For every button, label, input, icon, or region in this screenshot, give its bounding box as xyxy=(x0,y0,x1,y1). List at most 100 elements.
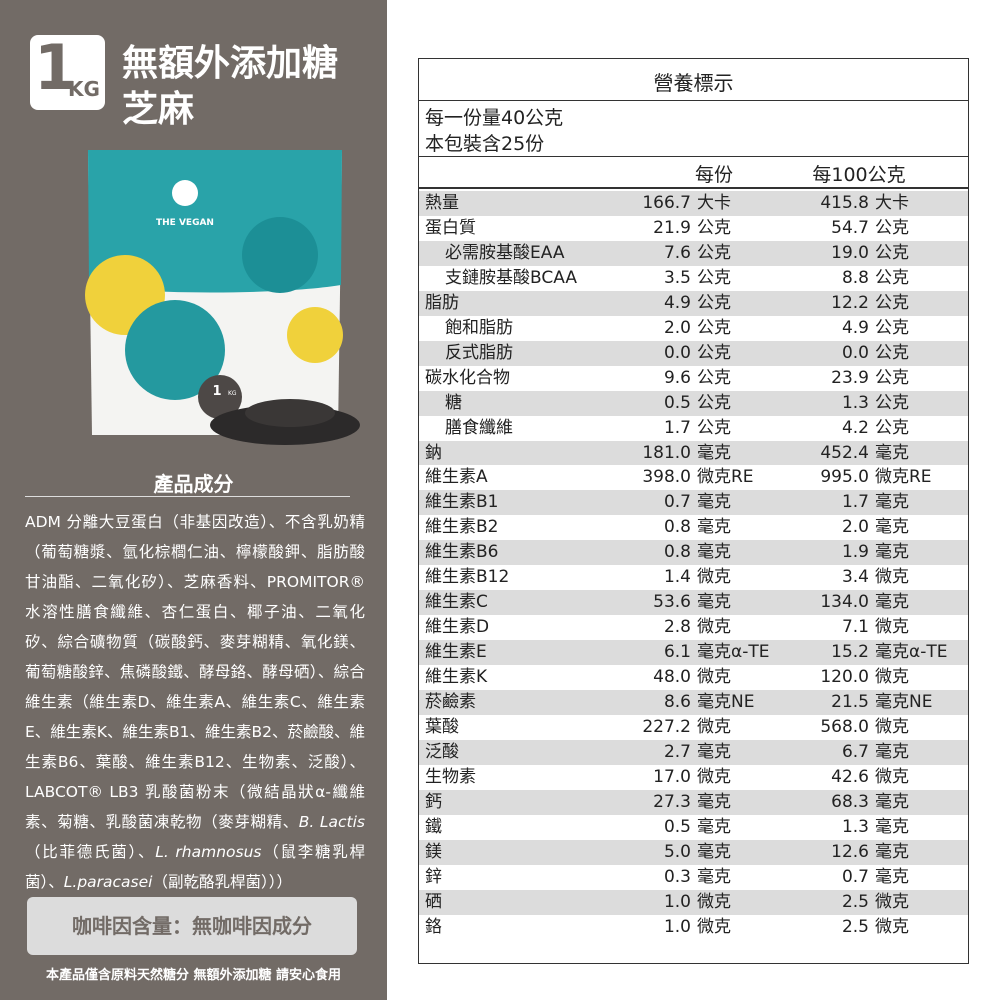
per-100g: 1.7 xyxy=(841,492,869,513)
unit: 公克 xyxy=(697,317,731,338)
nutrient-name: 飽和脂肪 xyxy=(445,317,513,338)
unit: 公克 xyxy=(875,242,909,263)
badge-number: 1 xyxy=(34,31,78,104)
unit: 毫克 xyxy=(875,791,909,812)
per-100g: 995.0 xyxy=(820,467,869,488)
unit: 公克 xyxy=(875,417,909,438)
unit: 微克 xyxy=(875,916,909,937)
nutrient-row: 支鏈胺基酸BCAA 3.5 公克 8.8 公克 xyxy=(419,265,968,291)
logo xyxy=(172,180,198,206)
per-100g: 8.8 xyxy=(841,267,869,288)
title-line: 無額外添加糖 xyxy=(122,43,339,84)
nutrient-name: 維生素B12 xyxy=(425,567,510,588)
per-100g: 4.2 xyxy=(841,417,869,438)
per-100g: 0.7 xyxy=(841,866,869,887)
per-serving: 1.0 xyxy=(663,916,691,937)
nutrient-row: 硒 1.0 微克 2.5 微克 xyxy=(419,889,968,915)
nutrient-row: 必需胺基酸EAA 7.6 公克 19.0 公克 xyxy=(419,240,968,266)
nutrient-name: 維生素B6 xyxy=(425,542,499,563)
serving: 每一份量40公克 xyxy=(425,107,564,129)
per-100g: 42.6 xyxy=(831,766,869,787)
ingredient-segment: L.paracasei xyxy=(63,873,153,891)
unit: 公克 xyxy=(697,392,731,413)
nutrient-row: 飽和脂肪 2.0 公克 4.9 公克 xyxy=(419,315,968,341)
per-100g: 15.2 xyxy=(831,642,869,663)
unit: 公克 xyxy=(875,292,909,313)
per-serving: 3.5 xyxy=(663,267,691,288)
nutrient-name: 鈣 xyxy=(425,791,442,812)
nutrient-row: 維生素K 48.0 微克 120.0 微克 xyxy=(419,665,968,691)
unit: 毫克 xyxy=(697,741,731,762)
per-100g: 134.0 xyxy=(820,592,869,613)
sesame xyxy=(245,399,335,427)
per-100g: 120.0 xyxy=(820,667,869,688)
nutrient-name: 生物素 xyxy=(425,766,476,787)
nutrient-name: 支鏈胺基酸BCAA xyxy=(445,267,577,288)
brand: THE VEGAN xyxy=(156,218,214,228)
per-serving: 4.9 xyxy=(663,292,691,313)
unit: 公克 xyxy=(875,367,909,388)
nutrient-name: 膳食纖維 xyxy=(445,417,513,438)
ingredient-segment: B. Lactis xyxy=(298,813,365,831)
bag-badge-number: 1 xyxy=(212,384,221,399)
nutrient-row: 維生素A 398.0 微克RE 995.0 微克RE xyxy=(419,465,968,491)
unit: 微克 xyxy=(697,667,731,688)
per-100g: 6.7 xyxy=(841,741,869,762)
nutrient-name: 鈉 xyxy=(425,442,442,463)
per-100g: 19.0 xyxy=(831,242,869,263)
per-100g: 54.7 xyxy=(831,217,869,238)
per-serving: 5.0 xyxy=(663,841,691,862)
unit: 毫克 xyxy=(697,542,731,563)
ingredients-heading: 產品成分 xyxy=(153,472,234,496)
servings: 本包裝含25份 xyxy=(425,133,545,155)
unit: 微克 xyxy=(875,617,909,638)
unit: 毫克α-TE xyxy=(697,642,770,663)
nutrient-name: 碳水化合物 xyxy=(425,367,510,388)
unit: 公克 xyxy=(697,292,731,313)
rule xyxy=(419,156,968,157)
title-line: 芝麻 xyxy=(122,89,195,130)
nutrient-name: 糖 xyxy=(445,392,462,413)
ingredient-segment: L. rhamnosus xyxy=(155,843,262,861)
per-100g: 23.9 xyxy=(831,367,869,388)
unit: 毫克 xyxy=(697,592,731,613)
per-100g: 568.0 xyxy=(820,716,869,737)
nutrient-name: 熱量 xyxy=(425,193,459,213)
nutrient-row: 葉酸 227.2 微克 568.0 微克 xyxy=(419,714,968,740)
nutrient-row: 熱量 166.7 大卡 415.8 大卡 xyxy=(419,191,968,216)
nutrient-row: 生物素 17.0 微克 42.6 微克 xyxy=(419,764,968,790)
nutrient-row: 維生素B6 0.8 毫克 1.9 毫克 xyxy=(419,540,968,566)
per-100g: 12.6 xyxy=(831,841,869,862)
nutrient-name: 菸鹼素 xyxy=(425,692,476,712)
unit: 毫克 xyxy=(697,442,731,463)
unit: 公克 xyxy=(875,217,909,238)
weight-badge: 1 KG xyxy=(30,31,105,110)
unit: 毫克 xyxy=(697,517,731,538)
product-panel: 1 KG 無額外添加糖 芝麻 THE VEGAN 1 KG 產品成分 ADM 分… xyxy=(0,0,387,1000)
nutrient-name: 必需胺基酸EAA xyxy=(445,242,565,263)
unit: 公克 xyxy=(875,267,909,288)
per-serving: 1.7 xyxy=(663,417,691,438)
nutrient-row: 鐵 0.5 毫克 1.3 毫克 xyxy=(419,814,968,840)
unit: 公克 xyxy=(697,267,731,288)
nutrient-row: 鎂 5.0 毫克 12.6 毫克 xyxy=(419,839,968,865)
per-100g: 1.3 xyxy=(841,816,869,837)
table-title: 營養標示 xyxy=(653,71,734,95)
nutrient-row: 維生素D 2.8 微克 7.1 微克 xyxy=(419,615,968,641)
ingredient-segment: （比菲德氏菌）、 xyxy=(25,843,156,861)
per-100g: 7.1 xyxy=(841,617,869,638)
per-100g: 452.4 xyxy=(820,442,869,463)
per-serving: 0.7 xyxy=(663,492,691,513)
nutrient-row: 維生素B12 1.4 微克 3.4 微克 xyxy=(419,565,968,591)
per-100g: 2.5 xyxy=(841,916,869,937)
nutrient-name: 蛋白質 xyxy=(425,217,476,238)
nutrient-row: 鈣 27.3 毫克 68.3 毫克 xyxy=(419,789,968,815)
unit: 毫克 xyxy=(697,791,731,812)
nutrient-row: 碳水化合物 9.6 公克 23.9 公克 xyxy=(419,365,968,391)
per-serving: 227.2 xyxy=(642,716,691,737)
unit: 微克 xyxy=(697,891,731,912)
per-serving: 8.6 xyxy=(663,692,691,712)
per-100g: 2.5 xyxy=(841,891,869,912)
per-100g: 4.9 xyxy=(841,317,869,338)
